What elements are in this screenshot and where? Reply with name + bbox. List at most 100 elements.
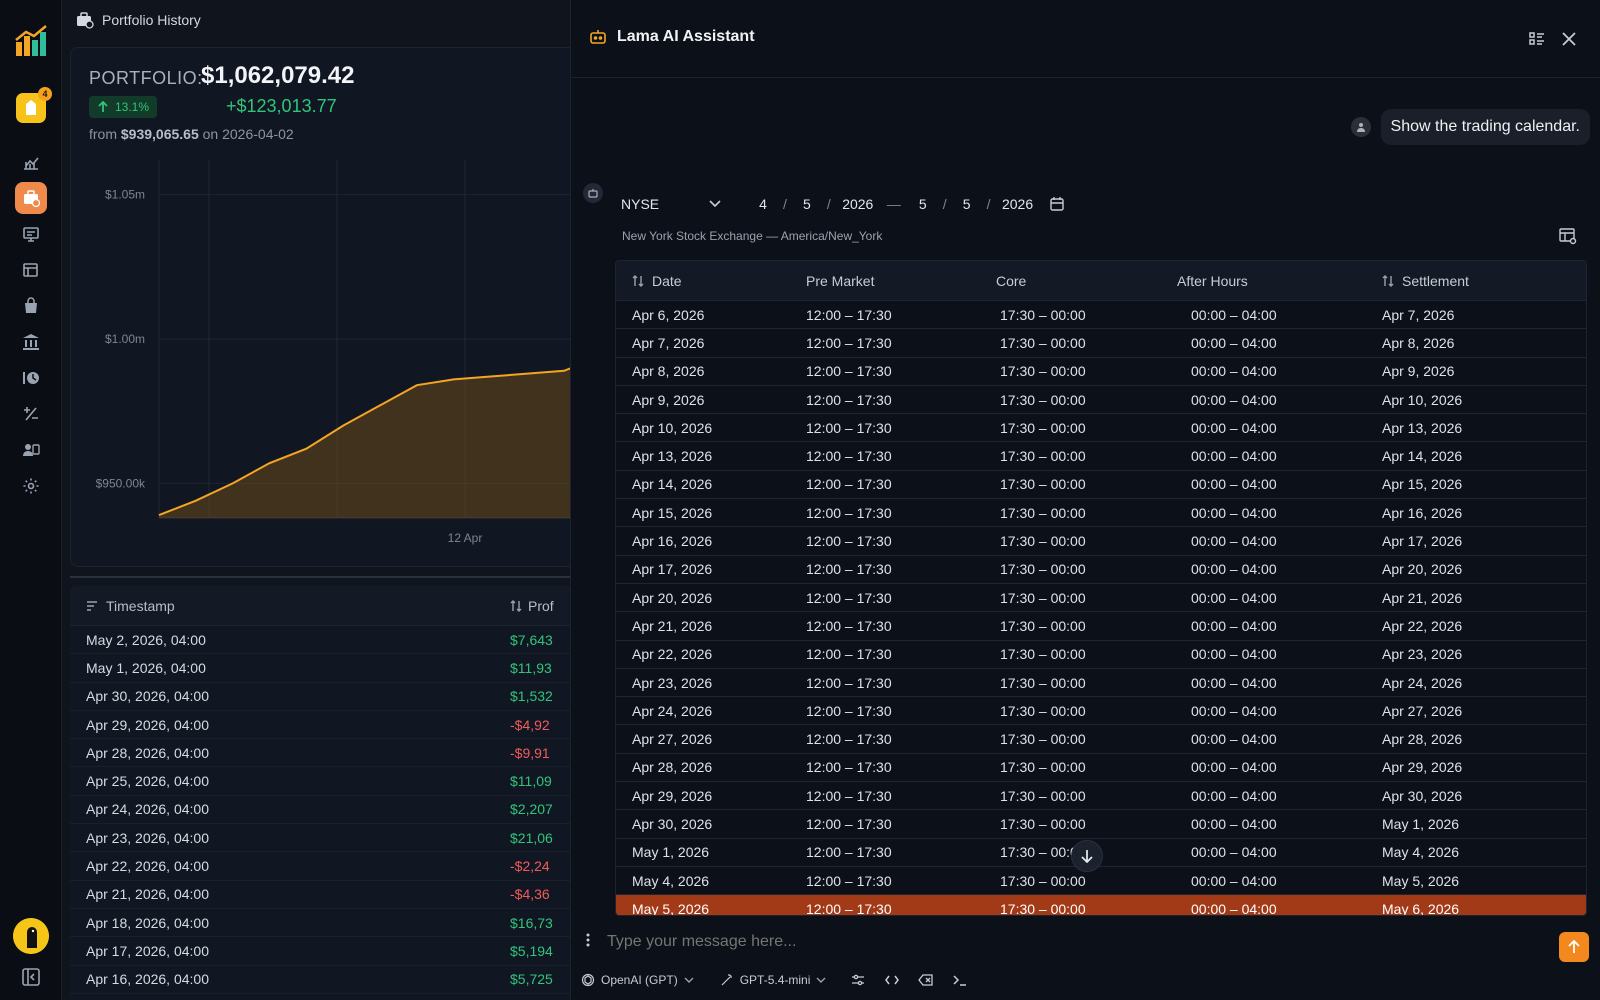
pre-market-header[interactable]: Pre Market: [806, 272, 875, 289]
assistant-panel: Lama AI Assistant Show the trading calen…: [570, 0, 1600, 1000]
calendar-row[interactable]: Apr 16, 2026 12:00 – 17:30 17:30 – 00:00 00…: [616, 527, 1586, 556]
pre-market-cell: 12:00 – 17:30: [806, 334, 892, 351]
table-row[interactable]: Apr 28, 2026, 04:00 -$9,91: [70, 739, 580, 768]
portfolio-chart[interactable]: $1.05m $1.00m $950.00k 12 Apr: [71, 148, 580, 567]
from-year-input[interactable]: 2026: [842, 196, 874, 212]
calendar-row[interactable]: Apr 8, 2026 12:00 – 17:30 17:30 – 00:00 00:…: [616, 358, 1586, 386]
nav-history[interactable]: [15, 362, 47, 394]
more-options-icon[interactable]: [585, 932, 591, 948]
calendar-row[interactable]: May 4, 2026 12:00 – 17:30 17:30 – 00:00 00:…: [616, 867, 1586, 896]
calendar-icon[interactable]: [1049, 196, 1065, 212]
calendar-row[interactable]: Apr 30, 2026 12:00 – 17:30 17:30 – 00:00 00…: [616, 810, 1586, 839]
nav-settings[interactable]: [15, 470, 47, 502]
table-row[interactable]: Apr 18, 2026, 04:00 $16,73: [70, 909, 580, 938]
send-button[interactable]: [1559, 932, 1589, 962]
chart-area: [159, 364, 579, 518]
core-cell: 17:30 – 00:00: [1000, 306, 1086, 323]
calendar-row[interactable]: Apr 17, 2026 12:00 – 17:30 17:30 – 00:00 00…: [616, 556, 1586, 584]
table-row[interactable]: Apr 25, 2026, 04:00 $11,09: [70, 767, 580, 796]
after-hours-header[interactable]: After Hours: [1177, 272, 1248, 289]
trading-calendar-table: Date Pre Market Core After Hours Settlem…: [615, 260, 1587, 916]
table-row[interactable]: May 2, 2026, 04:00 $7,643: [70, 626, 580, 655]
code-button[interactable]: [882, 970, 902, 990]
calendar-row[interactable]: Apr 28, 2026 12:00 – 17:30 17:30 – 00:00 00…: [616, 754, 1586, 783]
timestamp-header[interactable]: Timestamp: [70, 598, 510, 614]
calendar-row[interactable]: Apr 23, 2026 12:00 – 17:30 17:30 – 00:00 00…: [616, 669, 1586, 698]
table-row[interactable]: Apr 24, 2026, 04:00 $2,207: [70, 796, 580, 825]
table-row[interactable]: Apr 21, 2026, 04:00 -$4,36: [70, 881, 580, 909]
core-cell: 17:30 – 00:00: [1000, 674, 1086, 691]
table-row[interactable]: May 1, 2026, 04:00 $11,93: [70, 654, 580, 683]
table-row[interactable]: Apr 29, 2026, 04:00 -$4,92: [70, 711, 580, 740]
nav-monitor[interactable]: [15, 218, 47, 250]
settlement-header[interactable]: Settlement: [1382, 273, 1469, 289]
profit-cell: -$4,36: [510, 886, 550, 903]
user-avatar[interactable]: [13, 918, 49, 954]
core-header[interactable]: Core: [996, 272, 1027, 289]
list-view-icon[interactable]: [1527, 29, 1547, 49]
close-icon[interactable]: [1559, 29, 1579, 49]
nav-bank[interactable]: [15, 326, 47, 358]
calendar-row[interactable]: Apr 15, 2026 12:00 – 17:30 17:30 – 00:00 00…: [616, 499, 1586, 528]
settings-sliders-button[interactable]: [848, 970, 868, 990]
nav-users[interactable]: [15, 434, 47, 466]
table-row[interactable]: Apr 23, 2026, 04:00 $21,06: [70, 824, 580, 853]
date-cell: Apr 28, 2026: [632, 759, 713, 776]
date-cell: Apr 20, 2026: [632, 589, 713, 606]
collapse-sidebar-icon[interactable]: [21, 967, 41, 987]
from-month-input[interactable]: 4: [759, 196, 767, 212]
calendar-row[interactable]: Apr 24, 2026 12:00 – 17:30 17:30 – 00:00 00…: [616, 697, 1586, 726]
exchange-select[interactable]: NYSE: [621, 196, 721, 212]
notifications-button[interactable]: 4: [16, 87, 52, 123]
pre-market-cell: 12:00 – 17:30: [806, 646, 892, 663]
message-input[interactable]: [607, 930, 1507, 954]
clear-button[interactable]: [916, 970, 936, 990]
calendar-row[interactable]: Apr 10, 2026 12:00 – 17:30 17:30 – 00:00 00…: [616, 414, 1586, 443]
table-row[interactable]: Apr 22, 2026, 04:00 -$2,24: [70, 852, 580, 881]
scroll-down-button[interactable]: [1071, 840, 1103, 872]
nav-analytics[interactable]: [15, 146, 47, 178]
profit-header[interactable]: Prof: [510, 598, 554, 614]
calendar-row[interactable]: May 5, 2026 12:00 – 17:30 17:30 – 00:00 00:…: [616, 895, 1586, 915]
core-cell: 17:30 – 00:00: [1000, 844, 1086, 861]
table-row[interactable]: Apr 16, 2026, 04:00 $5,725: [70, 966, 580, 994]
nav-portfolio[interactable]: [15, 182, 47, 214]
app-logo-icon[interactable]: [14, 24, 48, 58]
pre-market-cell: 12:00 – 17:30: [806, 561, 892, 578]
terminal-button[interactable]: [950, 970, 970, 990]
calendar-row[interactable]: Apr 27, 2026 12:00 – 17:30 17:30 – 00:00 00…: [616, 725, 1586, 754]
calendar-row[interactable]: Apr 9, 2026 12:00 – 17:30 17:30 – 00:00 00:…: [616, 386, 1586, 415]
to-month-input[interactable]: 5: [918, 196, 927, 212]
pre-market-cell: 12:00 – 17:30: [806, 702, 892, 719]
calendar-row[interactable]: Apr 6, 2026 12:00 – 17:30 17:30 – 00:00 00:…: [616, 301, 1586, 330]
calendar-row[interactable]: May 1, 2026 12:00 – 17:30 17:30 – 00:00 00:…: [616, 839, 1586, 867]
sort-icon: [632, 274, 644, 287]
calendar-row[interactable]: Apr 14, 2026 12:00 – 17:30 17:30 – 00:00 00…: [616, 471, 1586, 500]
calendar-row[interactable]: Apr 29, 2026 12:00 – 17:30 17:30 – 00:00 00…: [616, 782, 1586, 811]
date-cell: Apr 6, 2026: [632, 306, 705, 323]
settlement-cell: Apr 30, 2026: [1382, 787, 1463, 804]
calendar-row[interactable]: Apr 13, 2026 12:00 – 17:30 17:30 – 00:00 00…: [616, 442, 1586, 471]
model-select[interactable]: GPT-5.4-mini: [720, 973, 827, 987]
nav-bag[interactable]: [15, 290, 47, 322]
settlement-cell: Apr 9, 2026: [1382, 363, 1455, 380]
change-pct-badge: 13.1%: [89, 96, 158, 118]
calendar-row[interactable]: Apr 21, 2026 12:00 – 17:30 17:30 – 00:00 00…: [616, 612, 1586, 641]
panel-divider[interactable]: [70, 576, 580, 578]
table-settings-icon[interactable]: [1558, 226, 1578, 246]
calendar-row[interactable]: Apr 20, 2026 12:00 – 17:30 17:30 – 00:00 00…: [616, 584, 1586, 613]
date-cell: Apr 17, 2026: [632, 561, 713, 578]
to-day-input[interactable]: 5: [962, 196, 971, 212]
provider-select[interactable]: OpenAI (GPT): [581, 973, 694, 987]
from-day-input[interactable]: 5: [802, 196, 811, 212]
table-row[interactable]: Apr 30, 2026, 04:00 $1,532: [70, 683, 580, 711]
calendar-row[interactable]: Apr 22, 2026 12:00 – 17:30 17:30 – 00:00 00…: [616, 641, 1586, 669]
settlement-cell: Apr 15, 2026: [1382, 476, 1463, 493]
nav-plus-minus[interactable]: [15, 398, 47, 430]
table-row[interactable]: Apr 17, 2026, 04:00 $5,194: [70, 937, 580, 966]
date-header[interactable]: Date: [616, 273, 792, 289]
calendar-row[interactable]: Apr 7, 2026 12:00 – 17:30 17:30 – 00:00 00:…: [616, 329, 1586, 358]
after-hours-cell: 00:00 – 04:00: [1191, 872, 1277, 889]
to-year-input[interactable]: 2026: [1001, 196, 1034, 212]
nav-watchlist[interactable]: [15, 254, 47, 286]
